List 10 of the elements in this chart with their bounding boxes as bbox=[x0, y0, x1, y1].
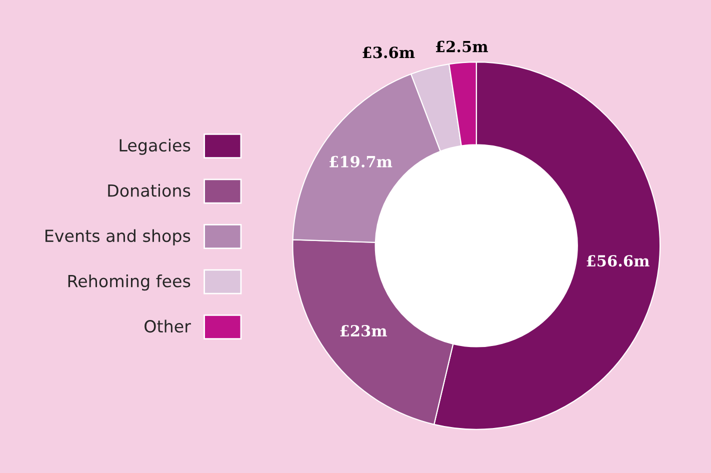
data-label: £19.7m bbox=[330, 156, 392, 168]
data-label: £56.6m bbox=[586, 255, 650, 267]
legend-label: Rehoming fees bbox=[68, 274, 190, 291]
legend-label: Legacies bbox=[120, 138, 190, 155]
legend-label: Events and shops bbox=[46, 229, 190, 246]
legend-label: Other bbox=[144, 320, 191, 333]
data-label: £2.5m bbox=[436, 40, 488, 52]
legend-label: Donations bbox=[108, 184, 190, 197]
data-label: £23m bbox=[340, 325, 387, 337]
data-label: £3.6m bbox=[362, 46, 415, 58]
